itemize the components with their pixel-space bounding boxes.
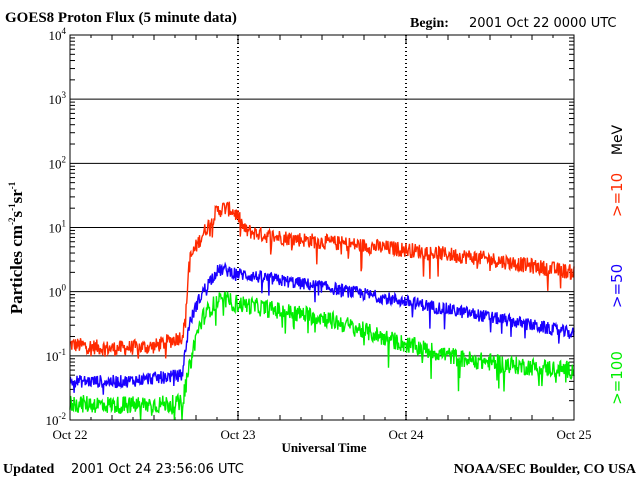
y-tick-exp: 0 [62,283,67,293]
credit-text: NOAA/SEC Boulder, CO USA [454,462,637,477]
plot-area [69,34,575,421]
begin-value: 2001 Oct 22 0000 UTC [469,16,617,31]
series-lines [69,201,575,421]
y-tick-exp: -2 [59,411,67,421]
y-axis-label-s: s [7,211,26,218]
x-tick-label: Oct 23 [220,427,255,442]
plot-frame [69,34,575,421]
legend-entry-100mev: >=100 [608,351,626,405]
y-axis-label-sr: sr [7,189,26,204]
y-tick-label: 10-1 [46,347,67,364]
legend-unit: MeV [610,124,626,155]
y-axis-label-main: Particles cm [7,225,26,314]
x-axis-label: Universal Time [281,440,366,455]
y-tick-base: 10 [49,156,62,171]
series-line-2 [69,291,575,421]
y-tick-base: 10 [49,92,62,107]
y-tick-base: 10 [46,349,59,364]
y-tick-base: 10 [49,285,62,300]
y-tick-base: 10 [49,28,62,43]
y-tick-label: 100 [49,283,67,300]
grid [69,35,575,420]
y-axis-label-exp1: -2 [7,217,17,225]
series-line-1 [69,261,575,395]
y-tick-exp: -1 [59,347,67,357]
x-tick-label: Oct 22 [52,427,87,442]
y-axis-label: Particles cm-2s-1sr-1 [7,181,26,314]
updated-label: Updated [3,462,55,477]
y-tick-label: 103 [49,90,67,107]
x-tick-labels: Oct 22 Oct 23 Oct 24 Oct 25 [52,427,591,442]
begin-label: Begin: [410,16,449,31]
y-tick-label: 104 [49,26,67,43]
y-tick-exp: 2 [62,154,67,164]
series-line-0 [69,201,575,359]
y-tick-label: 102 [49,154,67,171]
y-tick-exp: 4 [62,26,67,36]
y-tick-label: 10-2 [46,411,67,428]
updated-value: 2001 Oct 24 23:56:06 UTC [71,462,244,477]
y-tick-exp: 3 [62,90,67,100]
legend-entry-50mev: >=50 [608,264,626,308]
y-axis-label-exp3: -1 [7,181,17,189]
y-tick-base: 10 [46,413,59,428]
x-tick-label: Oct 24 [388,427,424,442]
y-tick-exp: 1 [62,219,67,229]
y-tick-label: 101 [49,219,67,236]
chart-title: GOES8 Proton Flux (5 minute data) [5,10,237,26]
x-tick-label: Oct 25 [556,427,591,442]
y-axis-label-exp2: -1 [7,203,17,211]
y-tick-base: 10 [49,221,62,236]
legend-entry-10mev: >=10 [608,173,626,217]
